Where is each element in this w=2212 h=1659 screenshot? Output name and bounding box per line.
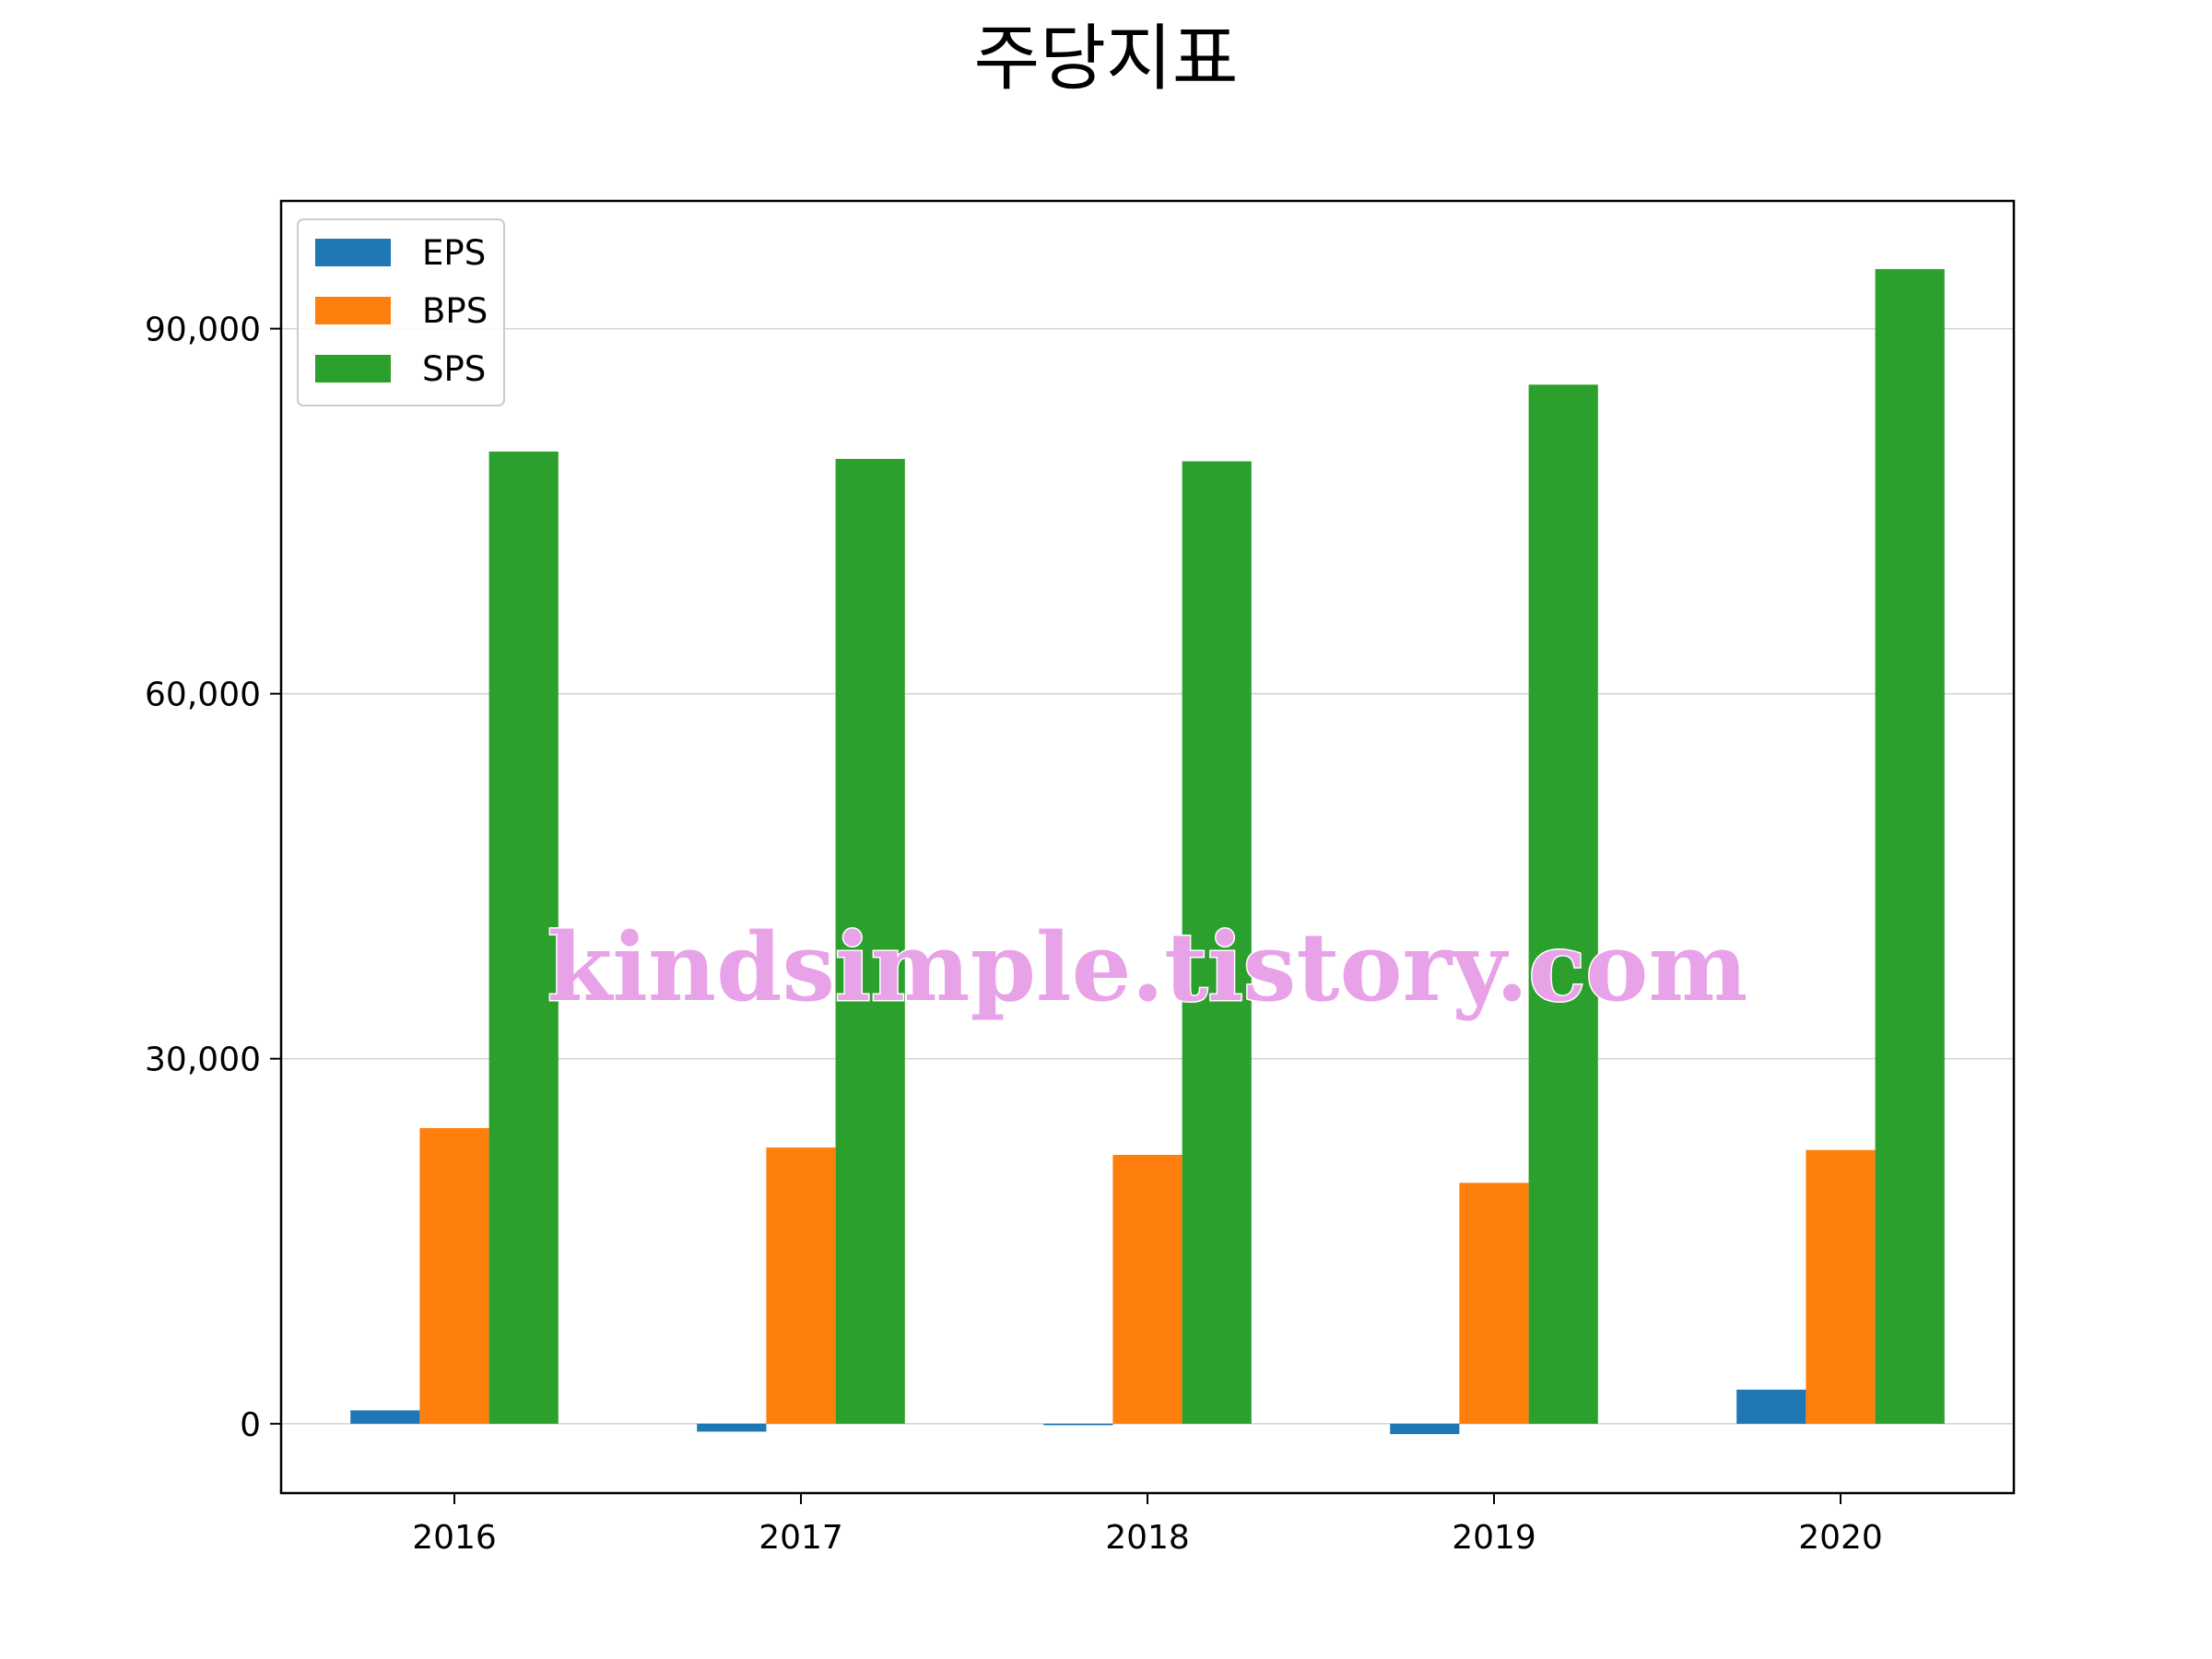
bar-bps-2017 bbox=[766, 1147, 836, 1424]
bar-eps-2019 bbox=[1390, 1423, 1460, 1434]
x-tick-label: 2019 bbox=[1452, 1519, 1536, 1557]
y-tick-label: 90,000 bbox=[145, 312, 261, 349]
bars bbox=[350, 268, 1945, 1434]
legend-label-sps: SPS bbox=[422, 349, 486, 389]
bar-sps-2017 bbox=[835, 458, 905, 1424]
legend: EPS BPS SPS bbox=[297, 218, 505, 406]
watermark-text: kindsimple.tistory.com bbox=[547, 912, 1748, 1023]
bar-eps-2016 bbox=[350, 1410, 420, 1424]
plot-frame bbox=[279, 199, 2016, 1495]
bar-sps-2016 bbox=[488, 451, 559, 1424]
bar-bps-2020 bbox=[1806, 1149, 1876, 1424]
chart-title: 주당지표 bbox=[973, 18, 1238, 100]
legend-swatch-eps bbox=[315, 239, 391, 266]
y-axis: 0 30,000 60,000 90,000 bbox=[145, 312, 281, 1444]
x-tick-label: 2020 bbox=[1798, 1519, 1883, 1557]
legend-swatch-bps bbox=[315, 297, 391, 324]
x-tick-label: 2017 bbox=[759, 1519, 843, 1557]
bar-sps-2020 bbox=[1875, 268, 1945, 1424]
legend-swatch-sps bbox=[315, 355, 391, 382]
bar-bps-2019 bbox=[1459, 1182, 1529, 1424]
bar-eps-2020 bbox=[1736, 1389, 1806, 1424]
legend-label-eps: EPS bbox=[422, 233, 486, 273]
bar-sps-2019 bbox=[1528, 384, 1598, 1424]
bar-bps-2018 bbox=[1112, 1154, 1182, 1424]
x-tick-label: 2016 bbox=[412, 1519, 497, 1557]
bar-eps-2017 bbox=[697, 1423, 767, 1432]
bar-eps-2018 bbox=[1043, 1423, 1113, 1426]
y-tick-label: 30,000 bbox=[145, 1041, 261, 1079]
x-axis: 2016 2017 2018 2019 2020 bbox=[412, 1493, 1883, 1557]
legend-label-bps: BPS bbox=[422, 291, 488, 331]
y-tick-label: 0 bbox=[240, 1406, 261, 1444]
y-tick-label: 60,000 bbox=[145, 677, 261, 714]
x-tick-label: 2018 bbox=[1105, 1519, 1190, 1557]
bar-sps-2018 bbox=[1182, 461, 1252, 1424]
bar-bps-2016 bbox=[419, 1127, 489, 1424]
